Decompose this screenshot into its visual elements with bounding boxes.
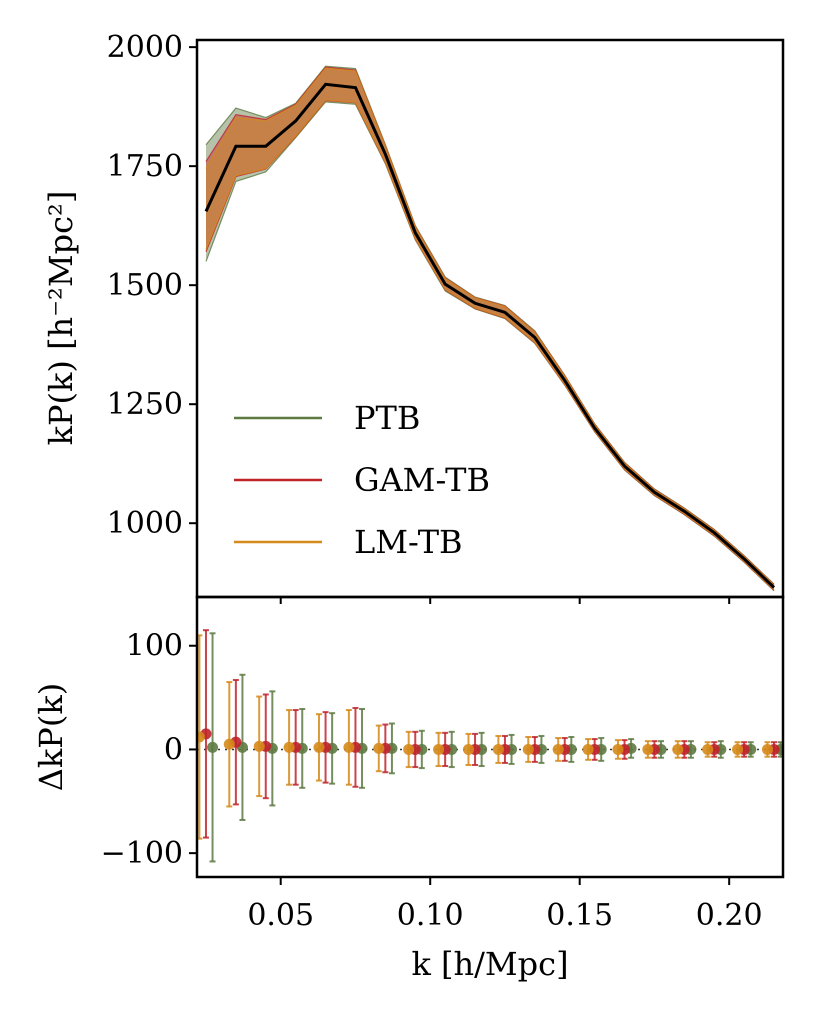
bottom-y-tick-label: 0 (164, 732, 183, 767)
point-lm-tb (552, 743, 564, 755)
bottom-x-ticks: 0.05 0.10 0.15 0.20 (247, 596, 763, 933)
band-edge-lm-tb-upper (205, 67, 775, 586)
legend-label-ptb: PTB (354, 399, 420, 437)
top-y-tick-label: 1500 (107, 268, 183, 303)
point-lm-tb (462, 743, 474, 755)
point-lm-tb (761, 743, 773, 755)
point-lm-tb (343, 741, 355, 753)
x-tick-label: 0.20 (696, 898, 763, 933)
point-lm-tb (612, 743, 624, 755)
band-edge-gam-tb-upper (205, 66, 775, 586)
legend: PTB GAM-TB LM-TB (234, 399, 490, 561)
point-lm-tb (492, 743, 504, 755)
point-lm-tb (522, 743, 534, 755)
point-lm-tb (433, 743, 445, 755)
legend-label-gam-tb: GAM-TB (354, 461, 490, 499)
power-spectrum-panel: 1000 1250 1500 1750 2000 kP(k) [h⁻²Mpc²] PTB… (42, 30, 785, 599)
point-lm-tb (283, 741, 295, 753)
top-y-tick-label: 1000 (107, 506, 183, 541)
point-lm-tb (702, 743, 714, 755)
bottom-y-tick-label: 100 (126, 629, 183, 664)
residual-panel: −100 0 100 0.05 0.10 0.15 0.20 ΔkP(k) k [h/Mp… (32, 595, 785, 983)
x-axis-label: k [h/Mpc] (411, 945, 568, 983)
point-lm-tb (732, 743, 744, 755)
x-tick-label: 0.10 (397, 898, 464, 933)
point-lm-tb (223, 738, 235, 750)
bottom-y-ticks: −100 0 100 (101, 629, 197, 871)
legend-label-lm-tb: LM-TB (354, 523, 463, 561)
top-y-tick-label: 1250 (107, 387, 183, 422)
bottom-y-tick-label: −100 (101, 836, 183, 871)
point-lm-tb (197, 731, 205, 743)
point-lm-tb (582, 743, 594, 755)
x-tick-label: 0.05 (247, 898, 314, 933)
point-lm-tb (642, 743, 654, 755)
point-lm-tb (672, 743, 684, 755)
point-lm-tb (403, 743, 415, 755)
bottom-y-axis-label: ΔkP(k) (32, 683, 70, 791)
top-y-ticks: 1000 1250 1500 1750 2000 (107, 30, 197, 541)
point-lm-tb (253, 740, 265, 752)
top-y-axis-label: kP(k) [h⁻²Mpc²] (42, 191, 80, 446)
band-edge-ptb-upper (205, 65, 775, 585)
residual-points (197, 629, 783, 863)
top-y-tick-label: 2000 (107, 30, 183, 65)
series-lines (204, 65, 776, 592)
point-lm-tb (373, 742, 385, 754)
point-ptb (207, 741, 219, 753)
truth-line (204, 82, 776, 589)
x-tick-label: 0.15 (546, 898, 613, 933)
top-y-tick-label: 1750 (107, 149, 183, 184)
band-edge-lm-tb-lower (205, 99, 775, 591)
bottom-axes-frame (195, 595, 785, 879)
point-lm-tb (313, 741, 325, 753)
